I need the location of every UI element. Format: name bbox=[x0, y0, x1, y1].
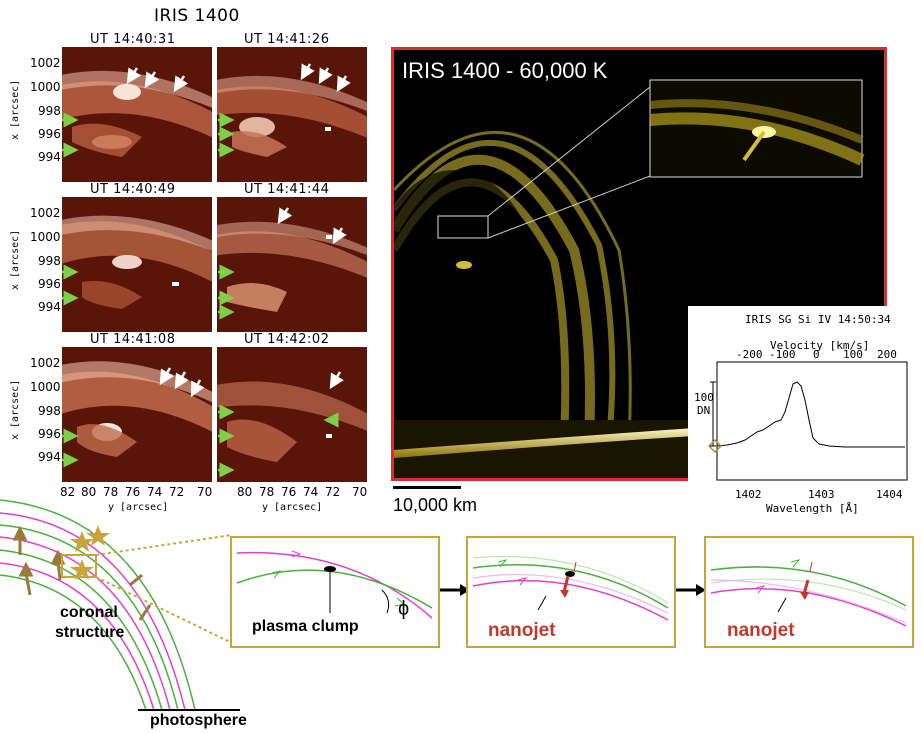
x-tick: 996 bbox=[38, 127, 61, 141]
y-axis-label: y [arcsec] bbox=[262, 502, 323, 513]
scale-bar-label: 10,000 km bbox=[393, 495, 478, 515]
panel-3-time: UT 14:40:49 bbox=[90, 182, 176, 197]
iris-title: IRIS 1400 bbox=[154, 6, 240, 26]
panel-2-image bbox=[217, 47, 367, 182]
x-tick: 998 bbox=[38, 104, 61, 118]
y-tick: 80 bbox=[237, 485, 253, 499]
spectrum-plot bbox=[707, 361, 908, 481]
y-tick: 76 bbox=[125, 485, 141, 499]
x-tick: 994 bbox=[38, 300, 61, 314]
x-tick: 994 bbox=[38, 450, 61, 464]
x-axis-label: x [arcsec] bbox=[10, 79, 21, 140]
step-arrow bbox=[676, 584, 706, 596]
spectrum-bottom-tick: 1402 bbox=[735, 488, 762, 501]
spectrum-top-tick: -200 bbox=[736, 348, 763, 361]
spectrum-bottom-tick: 1404 bbox=[876, 488, 903, 501]
spectrum-top-tick: 200 bbox=[877, 348, 897, 361]
spectrum-top-axis-label: Velocity [km/s] bbox=[770, 339, 870, 352]
coronal-label-line2: structure bbox=[55, 624, 125, 641]
panel-6-image bbox=[217, 347, 367, 482]
x-tick: 994 bbox=[38, 150, 61, 164]
x-axis-label: x [arcsec] bbox=[10, 379, 21, 440]
panel-arrows-overlay bbox=[62, 63, 351, 478]
panel-2-time: UT 14:41:26 bbox=[244, 32, 330, 47]
plasma-clump-label: plasma clump bbox=[252, 618, 359, 635]
x-axis-label: x [arcsec] bbox=[10, 229, 21, 290]
step-arrow bbox=[440, 584, 470, 596]
y-tick: 74 bbox=[147, 485, 163, 499]
big-image-label: IRIS 1400 - 60,000 K bbox=[402, 58, 608, 83]
y-tick: 72 bbox=[325, 485, 341, 499]
panel-6-time: UT 14:42:02 bbox=[244, 332, 330, 347]
schematic-box-plasma-clump bbox=[230, 536, 440, 648]
coronal-label-line1: coronal bbox=[60, 604, 118, 621]
y-axis-label: y [arcsec] bbox=[108, 502, 169, 513]
x-tick: 1000 bbox=[30, 380, 61, 394]
photosphere-label: photosphere bbox=[150, 712, 247, 729]
x-tick: 996 bbox=[38, 277, 61, 291]
iris-large-image bbox=[391, 47, 887, 481]
x-tick: 1002 bbox=[30, 356, 61, 370]
panel-5-time: UT 14:41:08 bbox=[90, 332, 176, 347]
spectrum-top-tick: 100 bbox=[843, 348, 863, 361]
nanojet-label-1: nanojet bbox=[488, 620, 556, 641]
spectrum-title: IRIS SG Si IV 14:50:34 bbox=[745, 313, 891, 326]
x-tick: 1000 bbox=[30, 80, 61, 94]
spectrum-top-tick: -100 bbox=[769, 348, 796, 361]
panel-1-time: UT 14:40:31 bbox=[90, 32, 176, 47]
y-tick: 70 bbox=[197, 485, 213, 499]
y-tick: 76 bbox=[281, 485, 297, 499]
y-tick: 78 bbox=[103, 485, 119, 499]
nanojet-label-2: nanojet bbox=[727, 620, 795, 641]
y-tick: 72 bbox=[169, 485, 185, 499]
phi-symbol: ϕ bbox=[398, 598, 410, 620]
x-tick: 1002 bbox=[30, 56, 61, 70]
x-tick: 998 bbox=[38, 404, 61, 418]
y-tick: 78 bbox=[259, 485, 275, 499]
panel-5-image bbox=[62, 347, 212, 482]
x-tick: 1000 bbox=[30, 230, 61, 244]
y-tick: 74 bbox=[303, 485, 319, 499]
x-tick: 1002 bbox=[30, 206, 61, 220]
y-tick: 82 bbox=[60, 485, 76, 499]
panel-3-image bbox=[62, 197, 212, 332]
schematic-box-nanojet-2 bbox=[704, 536, 914, 648]
x-tick: 996 bbox=[38, 427, 61, 441]
y-tick: 70 bbox=[352, 485, 368, 499]
spectrum-bottom-tick: 1403 bbox=[808, 488, 835, 501]
spectrum-bottom-axis-label: Wavelength [Å] bbox=[766, 502, 859, 515]
scale-bar bbox=[393, 486, 461, 489]
spectrum-inset bbox=[688, 306, 910, 516]
x-tick: 998 bbox=[38, 254, 61, 268]
y-tick: 80 bbox=[81, 485, 97, 499]
schematic-box-nanojet-1 bbox=[466, 536, 676, 648]
panel-4-time: UT 14:41:44 bbox=[244, 182, 330, 197]
spectrum-y-unit: DN bbox=[697, 404, 711, 417]
spectrum-y-scale: 100 bbox=[694, 391, 714, 404]
coronal-structure-diagram bbox=[0, 499, 240, 711]
spectrum-top-tick: 0 bbox=[813, 348, 820, 361]
